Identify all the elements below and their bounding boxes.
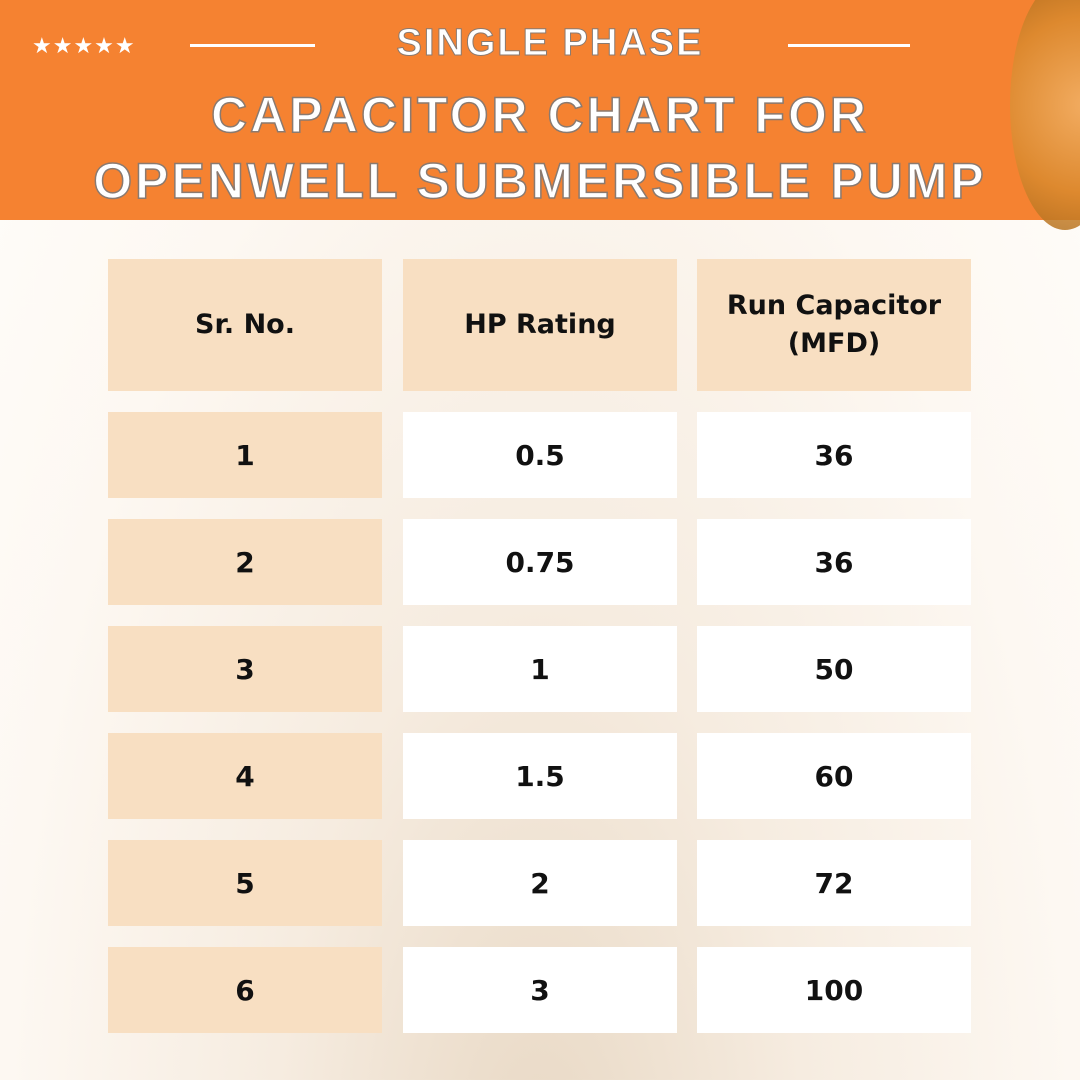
table-cell: 2: [108, 519, 382, 605]
table-cell: 50: [697, 626, 971, 712]
table-cell: 2: [403, 840, 677, 926]
column-header: HP Rating: [403, 259, 677, 391]
divider: [788, 44, 910, 47]
table-cell: 1: [403, 626, 677, 712]
header-banner: ★★★★★ SINGLE PHASE CAPACITOR CHART FOR O…: [0, 0, 1080, 230]
subtitle: SINGLE PHASE: [396, 22, 704, 65]
table-cell: 1: [108, 412, 382, 498]
table-cell: 3: [403, 947, 677, 1033]
table-cell: 72: [697, 840, 971, 926]
table-cell: 0.75: [403, 519, 677, 605]
table-cell: 1.5: [403, 733, 677, 819]
table-cell: 0.5: [403, 412, 677, 498]
title-line-2: OPENWELL SUBMERSIBLE PUMP: [92, 152, 987, 210]
table-cell: 100: [697, 947, 971, 1033]
table-cell: 4: [108, 733, 382, 819]
table-cell: 36: [697, 412, 971, 498]
title-line-1: CAPACITOR CHART FOR: [210, 86, 869, 144]
table-cell: 60: [697, 733, 971, 819]
table-cell: 36: [697, 519, 971, 605]
table-cell: 6: [108, 947, 382, 1033]
column-header: Run Capacitor (MFD): [697, 259, 971, 391]
divider: [190, 44, 315, 47]
table-cell: 3: [108, 626, 382, 712]
column-header: Sr. No.: [108, 259, 382, 391]
rating-stars-icon: ★★★★★: [32, 34, 136, 59]
table-cell: 5: [108, 840, 382, 926]
